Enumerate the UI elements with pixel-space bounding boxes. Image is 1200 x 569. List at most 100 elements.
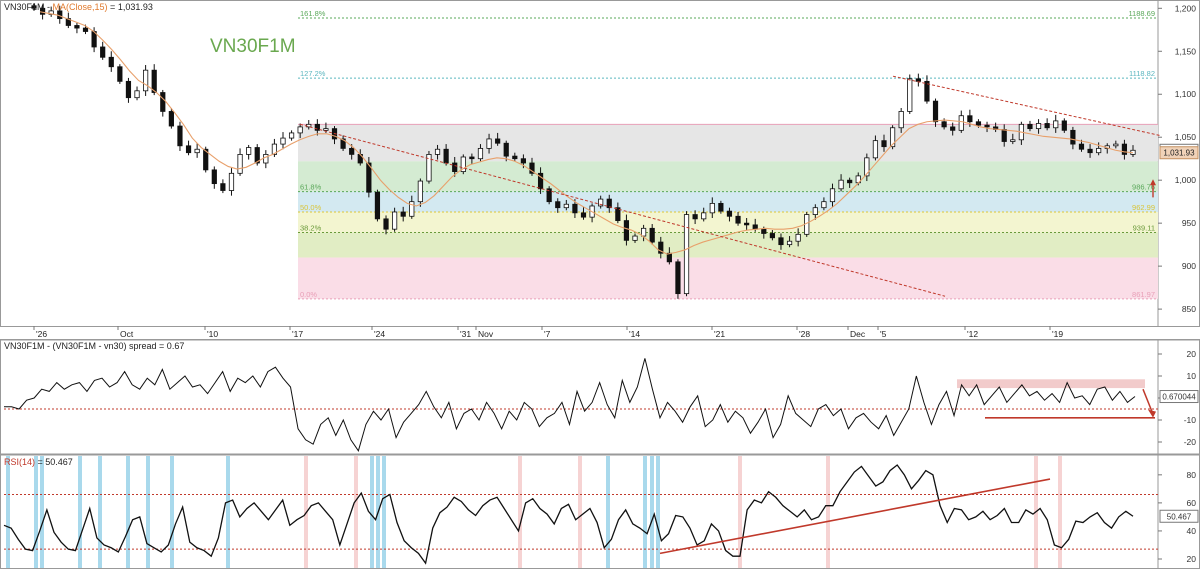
spread-line bbox=[4, 358, 1136, 452]
candle-body bbox=[220, 183, 226, 191]
candle-body bbox=[100, 46, 106, 58]
candle-body bbox=[486, 138, 492, 149]
candle-body bbox=[666, 252, 672, 263]
price-y-tick-label: 950 bbox=[1182, 218, 1196, 228]
candle-body bbox=[340, 138, 346, 149]
rsi-panel: 80 60 40 20 50.467 bbox=[0, 454, 1200, 569]
price-y-tick-label: 850 bbox=[1182, 304, 1196, 314]
candle-body bbox=[143, 69, 149, 92]
fib-band bbox=[298, 191, 1158, 212]
fib-ratio-label: 127.2% bbox=[300, 69, 326, 78]
candle-body bbox=[769, 233, 775, 239]
candle-body bbox=[168, 111, 174, 127]
rsi-oversold-bar bbox=[370, 456, 374, 568]
rsi-oversold-bar bbox=[78, 456, 82, 568]
candle-body bbox=[417, 180, 423, 203]
price-y-tick-label: 1,200 bbox=[1175, 3, 1197, 13]
rsi-oversold-bar bbox=[170, 456, 174, 568]
fib-value-label: 861.97 bbox=[1132, 290, 1155, 299]
candle-body bbox=[932, 100, 939, 123]
spread-frame bbox=[0, 339, 1200, 455]
rsi-overbought-bar bbox=[738, 456, 742, 568]
fib-ratio-label: 61.8% bbox=[300, 183, 322, 192]
rsi-oversold-bar bbox=[98, 456, 102, 568]
rsi-oversold-bar bbox=[606, 456, 610, 568]
watermark-title: VN30F1M bbox=[210, 36, 296, 57]
candle-body bbox=[744, 222, 750, 226]
rsi-y-tick-label: 20 bbox=[1187, 554, 1197, 564]
candle-body bbox=[1027, 123, 1033, 130]
candle-body bbox=[864, 157, 870, 177]
candle-body bbox=[288, 132, 295, 139]
date-tick-label: '21 bbox=[714, 329, 725, 339]
candle-body bbox=[950, 126, 956, 131]
date-tick-label: '12 bbox=[967, 329, 978, 339]
spread-y-tick-label: -10 bbox=[1184, 415, 1197, 425]
date-tick-label: '10 bbox=[207, 329, 218, 339]
price-label-box bbox=[1159, 146, 1199, 160]
candle-body bbox=[117, 66, 123, 82]
candle-body bbox=[915, 78, 921, 82]
candle-body bbox=[563, 203, 569, 209]
date-tick-label: Dec bbox=[850, 329, 866, 339]
candle-body bbox=[572, 203, 578, 214]
candle-body bbox=[426, 154, 432, 182]
candle-body bbox=[280, 137, 286, 145]
candle-body bbox=[701, 212, 707, 220]
candle-body bbox=[649, 227, 655, 243]
candle-body bbox=[598, 198, 604, 207]
candle-body bbox=[160, 92, 166, 112]
fib-band bbox=[298, 257, 1158, 299]
candle-body bbox=[469, 156, 475, 160]
candle-body bbox=[623, 220, 630, 241]
candle-body bbox=[726, 210, 733, 217]
candle-body bbox=[898, 111, 904, 129]
candle-body bbox=[967, 115, 973, 123]
date-tick-label: Nov bbox=[478, 329, 494, 339]
candle-body bbox=[228, 172, 235, 191]
candle-body bbox=[194, 148, 200, 154]
fib-value-label: 939.11 bbox=[1133, 224, 1155, 233]
candle-body bbox=[452, 162, 458, 172]
candle-body bbox=[786, 240, 793, 246]
rsi-overbought-bar bbox=[1058, 456, 1062, 568]
price-y-tick-label: 900 bbox=[1182, 261, 1196, 271]
candle-body bbox=[374, 191, 381, 220]
rsi-oversold-bar bbox=[40, 456, 44, 568]
date-tick-label: '31 bbox=[460, 329, 471, 339]
candle-body bbox=[958, 115, 964, 131]
candle-body bbox=[203, 148, 209, 171]
candle-body bbox=[237, 154, 243, 174]
candle-body bbox=[1078, 143, 1085, 150]
candle-body bbox=[392, 211, 398, 230]
rsi-line bbox=[3, 464, 1134, 565]
candle-body bbox=[881, 140, 887, 148]
candle-body bbox=[108, 56, 114, 68]
rsi-oversold-bar bbox=[146, 456, 150, 568]
date-tick-label: '7 bbox=[544, 329, 551, 339]
ma-line bbox=[39, 11, 1134, 255]
candle-body bbox=[975, 121, 982, 126]
candle-body bbox=[1035, 123, 1042, 130]
rsi-value: = 50.467 bbox=[35, 457, 73, 467]
fib-ratio-label: 38.2% bbox=[300, 224, 322, 233]
fib-band bbox=[298, 232, 1158, 258]
rsi-oversold-bar bbox=[126, 456, 130, 568]
date-tick-label: '24 bbox=[374, 329, 385, 339]
date-tick-label: '19 bbox=[1052, 329, 1063, 339]
spread-arrow-shaft bbox=[1142, 388, 1153, 412]
candle-body bbox=[872, 140, 879, 159]
candle-body bbox=[314, 123, 320, 131]
candle-body bbox=[829, 188, 836, 203]
candle-body bbox=[683, 214, 690, 295]
candle-body bbox=[555, 201, 561, 209]
close-value: 1,031.93 bbox=[118, 2, 153, 12]
rsi-last-value: 50.467 bbox=[1167, 512, 1192, 521]
rsi-oversold-bar bbox=[650, 456, 654, 568]
date-tick-label: '14 bbox=[629, 329, 640, 339]
candle-body bbox=[1121, 143, 1128, 155]
fib-ratio-label: 161.8% bbox=[300, 9, 326, 18]
fib-band bbox=[298, 211, 1158, 233]
candle-body bbox=[821, 201, 827, 209]
